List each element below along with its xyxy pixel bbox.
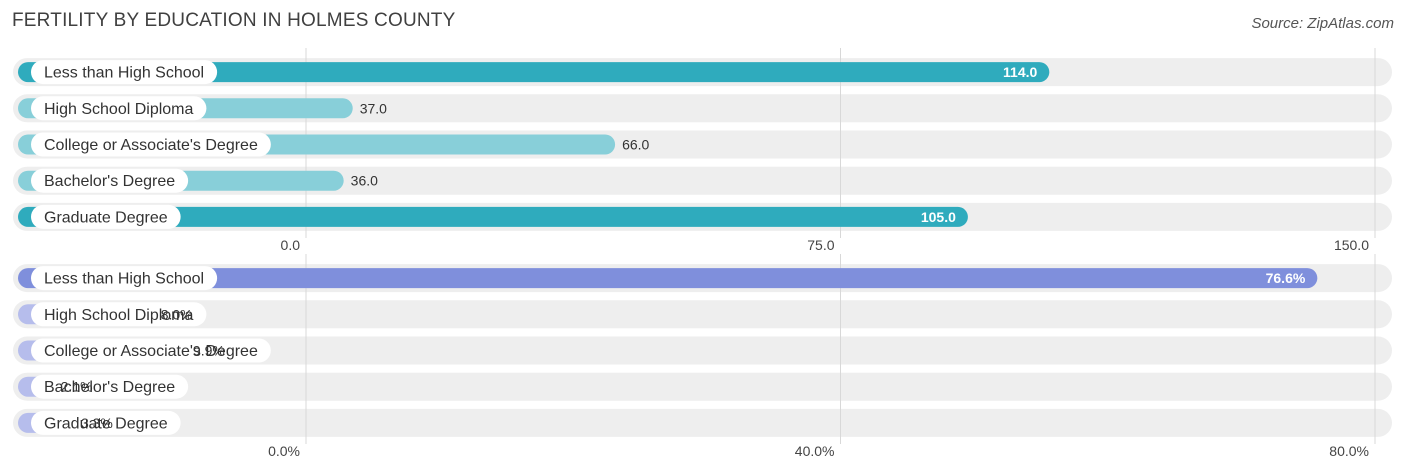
category-label: Bachelor's Degree <box>44 379 175 396</box>
value-label: 9.9% <box>193 343 225 359</box>
bar-track <box>13 94 1392 123</box>
value-label: 2.1% <box>61 379 93 395</box>
category-label-pill <box>31 374 189 399</box>
category-label-pill <box>31 410 181 435</box>
category-label-pill <box>31 204 181 229</box>
value-label: 105.0 <box>921 209 956 225</box>
category-label: Bachelor's Degree <box>44 173 175 190</box>
category-label: Graduate Degree <box>44 415 168 432</box>
bar-track <box>13 300 1392 329</box>
chart-panel-1: Less than High School 114.0 High School Di… <box>13 48 1392 253</box>
chart-title: Fertility by Education in Holmes County <box>12 10 456 31</box>
category-label: College or Associate's Degree <box>44 343 258 360</box>
category-label: High School Diploma <box>44 101 194 118</box>
category-label-pill <box>31 132 271 157</box>
category-label-pill <box>31 60 218 85</box>
category-label: Less than High School <box>44 65 204 82</box>
category-label: Less than High School <box>44 271 204 288</box>
bar-track <box>13 336 1392 365</box>
bar <box>18 62 1050 83</box>
source-credit: Source: ZipAtlas.com <box>1251 15 1394 32</box>
value-label: 36.0 <box>351 173 378 189</box>
category-label: Graduate Degree <box>44 209 168 226</box>
bar-track <box>13 408 1392 437</box>
category-label-pill <box>31 96 207 121</box>
tick-label: 150.0 <box>1334 237 1369 253</box>
value-label: 66.0 <box>622 137 649 153</box>
bar-track <box>13 372 1392 401</box>
tick-label: 0.0% <box>268 443 300 459</box>
category-label-pill <box>31 266 218 291</box>
bar <box>18 268 1318 289</box>
bar-track <box>13 166 1392 195</box>
category-label: High School Diploma <box>44 307 194 324</box>
category-label-pill <box>31 302 207 327</box>
value-label: 76.6% <box>1266 270 1306 286</box>
tick-label: 0.0 <box>281 237 301 253</box>
tick-label: 80.0% <box>1329 443 1369 459</box>
tick-label: 75.0 <box>807 237 834 253</box>
tick-label: 40.0% <box>795 443 835 459</box>
category-label: College or Associate's Degree <box>44 137 258 154</box>
category-label-pill <box>31 338 271 363</box>
bar <box>18 206 968 227</box>
chart-panel-2: Less than High School 76.6% High School Di… <box>13 254 1392 459</box>
value-label: 37.0 <box>360 100 387 116</box>
value-label: 114.0 <box>1003 64 1037 80</box>
value-label: 8.0% <box>161 306 193 322</box>
category-label-pill <box>31 168 189 193</box>
value-label: 3.3% <box>81 415 113 431</box>
